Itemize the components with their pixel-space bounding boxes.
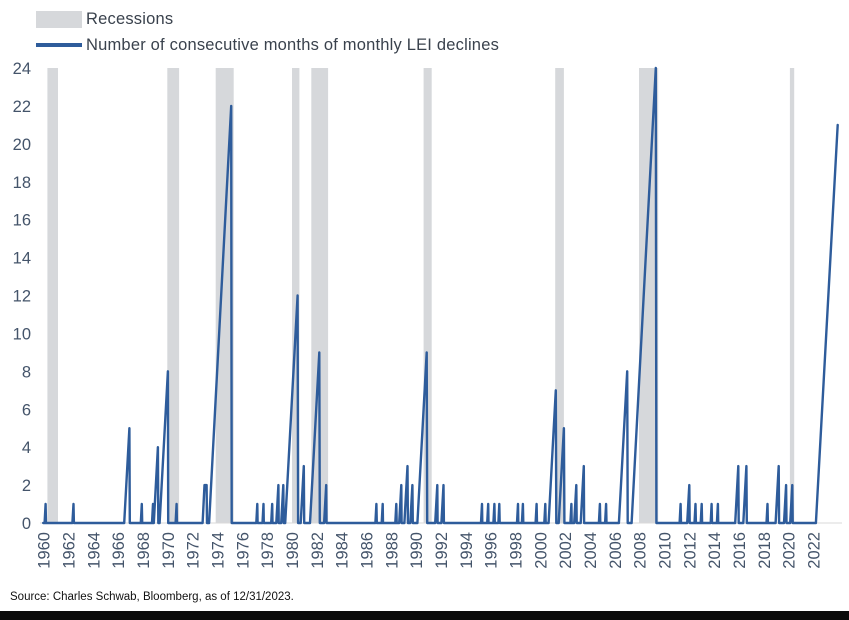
recession-swatch	[36, 10, 82, 28]
x-tick-label: 2006	[607, 532, 625, 569]
recession-band	[639, 68, 659, 523]
x-tick-label: 2020	[781, 532, 799, 569]
x-tick-label: 2012	[681, 532, 699, 569]
legend: Recessions Number of consecutive months …	[36, 6, 499, 58]
x-tick-label: 1990	[408, 532, 426, 569]
y-tick-label: 2	[22, 477, 31, 495]
x-tick-label: 2016	[731, 532, 749, 569]
recession-band	[789, 68, 795, 523]
lei-declines-line	[42, 66, 839, 525]
x-tick-label: 1982	[309, 532, 327, 569]
recession-band	[167, 68, 180, 523]
x-tick-label: 1988	[383, 532, 401, 569]
x-tick-label: 1976	[234, 532, 252, 569]
legend-label-recessions: Recessions	[86, 9, 174, 28]
y-tick-label: 24	[13, 60, 31, 78]
y-tick-label: 14	[13, 250, 31, 268]
x-tick-label: 1998	[508, 532, 526, 569]
x-tick-label: 2008	[632, 532, 650, 569]
recession-band	[555, 68, 564, 523]
x-tick-label: 1970	[160, 532, 178, 569]
x-tick-label: 2002	[557, 532, 575, 569]
x-tick-label: 1986	[359, 532, 377, 569]
x-tick-label: 2018	[756, 532, 774, 569]
recession-band	[292, 68, 300, 523]
y-tick-label: 10	[13, 325, 31, 343]
x-tick-label: 1978	[259, 532, 277, 569]
x-tick-label: 1964	[85, 532, 103, 569]
legend-item-recessions: Recessions	[36, 6, 499, 32]
x-tick-label: 1966	[110, 532, 128, 569]
y-tick-label: 4	[22, 439, 31, 457]
bottom-border	[0, 611, 849, 620]
y-tick-label: 20	[13, 136, 31, 154]
x-tick-label: 1994	[458, 532, 476, 569]
x-tick-label: 1972	[185, 532, 203, 569]
x-tick-label: 2004	[582, 532, 600, 569]
y-tick-label: 0	[22, 515, 31, 533]
x-tick-label: 2000	[532, 532, 550, 569]
recession-band	[423, 68, 432, 523]
x-tick-label: 2022	[805, 532, 823, 569]
recession-band	[215, 68, 234, 523]
x-tick-label: 1974	[210, 532, 228, 569]
source-note: Source: Charles Schwab, Bloomberg, as of…	[10, 591, 294, 603]
x-tick-label: 1980	[284, 532, 302, 569]
legend-item-lei-line: Number of consecutive months of monthly …	[36, 32, 499, 58]
x-tick-label: 1968	[135, 532, 153, 569]
x-tick-label: 1962	[61, 532, 79, 569]
x-tick-label: 1960	[36, 532, 54, 569]
legend-label-lei-line: Number of consecutive months of monthly …	[86, 35, 500, 54]
y-tick-label: 6	[22, 401, 31, 419]
x-tick-label: 1984	[334, 532, 352, 569]
y-tick-label: 18	[13, 174, 31, 192]
recession-band	[47, 68, 58, 523]
x-tick-label: 1996	[483, 532, 501, 569]
x-tick-label: 1992	[433, 532, 451, 569]
y-tick-label: 12	[13, 288, 31, 306]
line-swatch	[36, 43, 82, 47]
y-tick-label: 8	[22, 363, 31, 381]
y-tick-label: 16	[13, 212, 31, 230]
y-tick-label: 22	[13, 98, 31, 116]
x-tick-label: 2010	[657, 532, 675, 569]
x-tick-label: 2014	[706, 532, 724, 569]
